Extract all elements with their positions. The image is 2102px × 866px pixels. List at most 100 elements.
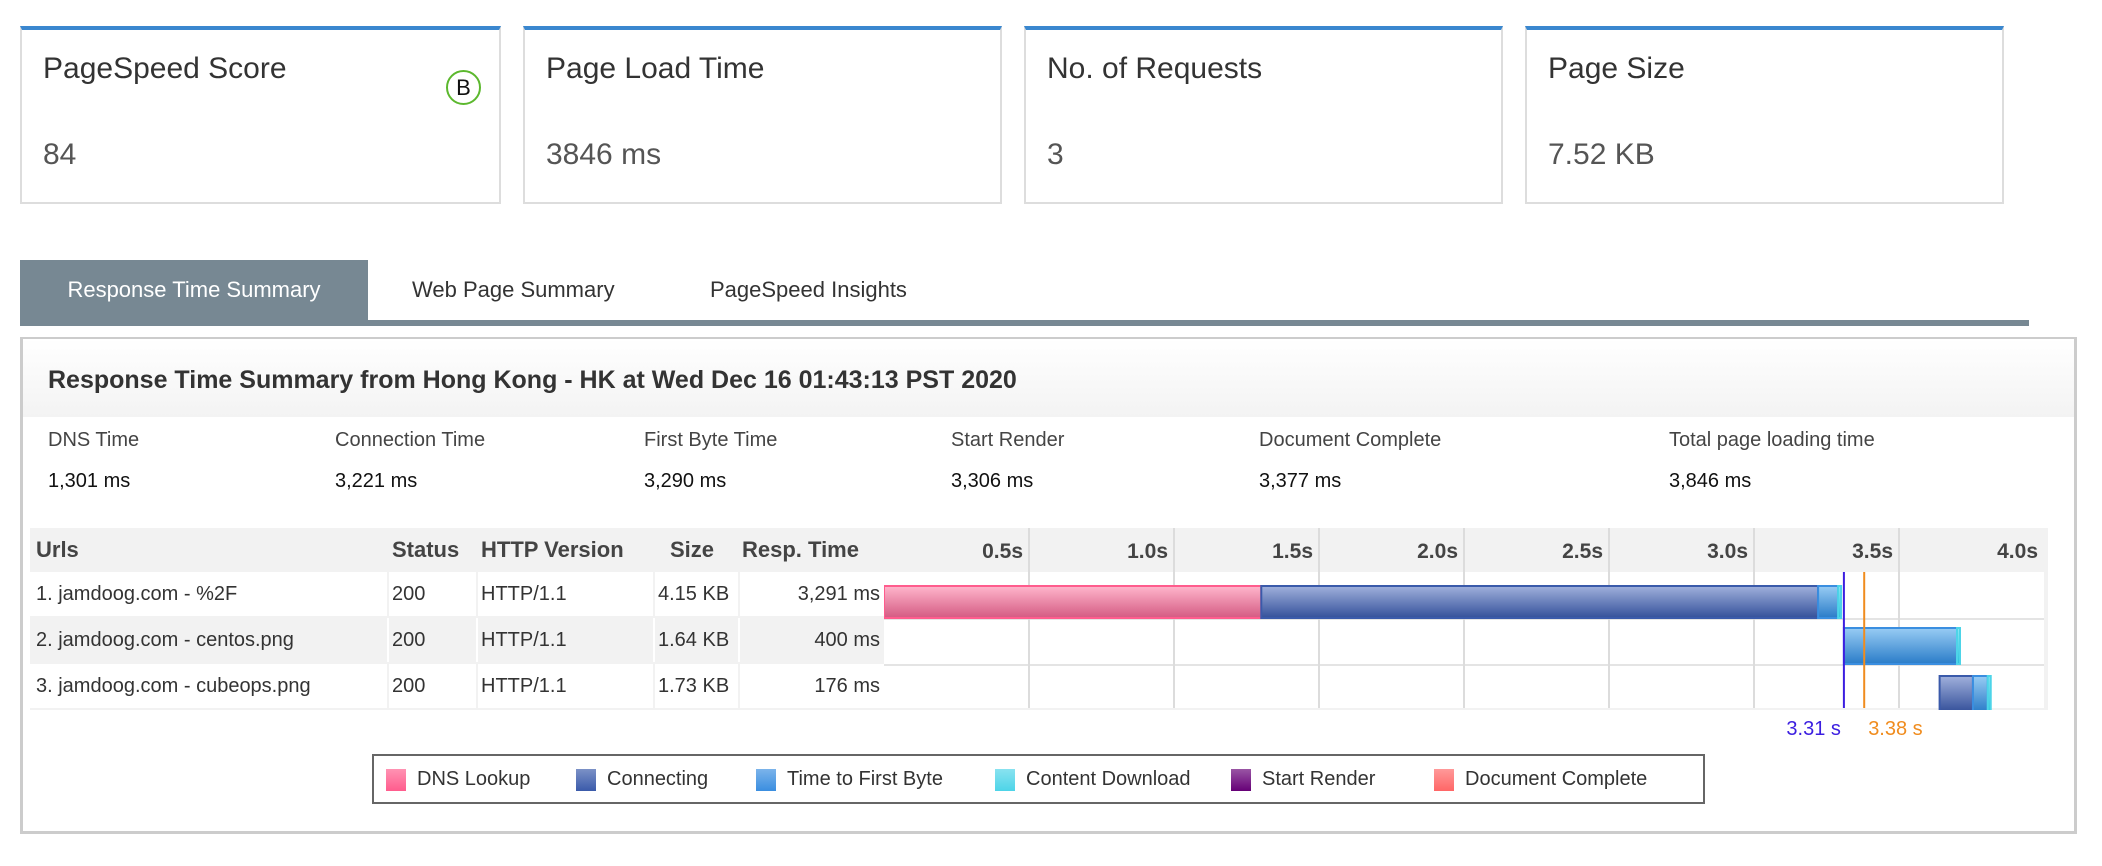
card-title: Page Load Time: [546, 52, 765, 85]
bar-connect: [1938, 675, 1974, 710]
cell-status: 200: [392, 629, 426, 651]
legend-item: Connecting: [576, 768, 708, 791]
metric-value: 1,301 ms: [48, 470, 131, 492]
bar-download: [1837, 585, 1843, 619]
panel-title: Response Time Summary from Hong Kong - H…: [48, 366, 1017, 394]
card-value: 3846 ms: [546, 138, 662, 171]
column-divider: [738, 572, 740, 616]
table-row: 3. jamdoog.com - cubeops.png 200 HTTP/1.1 1…: [30, 664, 884, 708]
panel-header: Response Time Summary from Hong Kong - H…: [23, 339, 2074, 417]
metric-dns-time: DNS Time 1,301 ms: [48, 429, 139, 493]
legend-swatch: [756, 768, 776, 791]
column-divider: [653, 664, 655, 708]
metric-value: 3,306 ms: [951, 470, 1034, 492]
legend-swatch: [576, 768, 596, 791]
metric-value: 3,377 ms: [1259, 470, 1342, 492]
cell-resp-time: 3,291 ms: [797, 583, 880, 605]
legend-label: Content Download: [1026, 768, 1191, 790]
metric-value: 3,290 ms: [644, 470, 727, 492]
document-complete-label: 3.38 s: [1868, 718, 1923, 740]
header-urls: Urls: [36, 537, 79, 562]
column-divider: [387, 664, 389, 708]
legend-item: Time to First Byte: [756, 768, 943, 791]
header-size: Size: [670, 537, 715, 562]
legend-swatch: [1231, 768, 1251, 791]
card-title: Page Size: [1548, 52, 1685, 85]
tab-web-page-summary[interactable]: Web Page Summary: [412, 277, 615, 302]
tick-label: 2.5s: [1562, 540, 1603, 563]
waterfall-chart: 0.5s 1.0s 1.5s 2.0s 2.5s 3.0s 3.5s 4.0s: [884, 528, 2044, 710]
metric-label: DNS Time: [48, 429, 140, 451]
metric-document-complete: Document Complete 3,377 ms: [1259, 429, 1441, 493]
bar-ttfb: [1817, 585, 1840, 619]
legend-swatch: [995, 768, 1015, 791]
metric-label: Connection Time: [335, 429, 486, 451]
start-render-label: 3.31 s: [1786, 718, 1841, 740]
chart-legend: DNS Lookup Connecting Time to First Byte Co…: [372, 754, 1705, 804]
column-divider: [653, 618, 655, 662]
header-status: Status: [392, 537, 460, 562]
tab-response-time-summary[interactable]: Response Time Summary: [20, 260, 368, 320]
card-title: PageSpeed Score: [43, 52, 287, 85]
cell-url: 2. jamdoog.com - centos.png: [36, 629, 294, 651]
cell-resp-time: 176 ms: [814, 675, 880, 697]
bar-download: [1986, 675, 1992, 710]
bar-ttfb: [1842, 627, 1959, 665]
column-divider: [476, 572, 478, 616]
metric-label: Document Complete: [1259, 429, 1442, 451]
bar-connect: [1260, 585, 1820, 619]
metric-start-render: Start Render 3,306 ms: [951, 429, 1064, 493]
column-divider: [387, 618, 389, 662]
page-size-card: Page Size 7.52 KB: [1525, 26, 2004, 204]
cell-resp-time: 400 ms: [814, 629, 880, 651]
card-value: 84: [43, 138, 77, 171]
metric-label: Total page loading time: [1669, 429, 1875, 451]
metric-total-loading-time: Total page loading time 3,846 ms: [1669, 429, 1875, 493]
column-divider: [653, 572, 655, 616]
legend-label: Start Render: [1262, 768, 1376, 790]
grade-badge: B: [446, 70, 481, 105]
pagespeed-score-card: PageSpeed Score B 84: [20, 26, 501, 204]
legend-label: Document Complete: [1465, 768, 1648, 790]
tick-label: 3.0s: [1707, 540, 1748, 563]
legend-item: Start Render: [1231, 768, 1375, 791]
column-divider: [738, 618, 740, 662]
tick-label: 4.0s: [1997, 540, 2038, 563]
card-value: 7.52 KB: [1548, 138, 1655, 171]
metric-connection-time: Connection Time 3,221 ms: [335, 429, 485, 493]
header-resp-time: Resp. Time: [742, 537, 859, 562]
tab-pagespeed-insights[interactable]: PageSpeed Insights: [710, 277, 907, 302]
cell-size: 1.73 KB: [658, 675, 730, 697]
metric-value: 3,846 ms: [1669, 470, 1752, 492]
table-row: 1. jamdoog.com - %2F 200 HTTP/1.1 4.15 KB 3,…: [30, 572, 884, 616]
cell-http-version: HTTP/1.1: [481, 583, 567, 605]
legend-label: DNS Lookup: [417, 768, 531, 790]
metric-label: Start Render: [951, 429, 1065, 451]
cell-status: 200: [392, 675, 426, 697]
column-divider: [387, 572, 389, 616]
tick-label: 0.5s: [982, 540, 1023, 563]
column-divider: [738, 664, 740, 708]
bar-download: [1956, 627, 1961, 665]
card-value: 3: [1047, 138, 1064, 171]
cell-status: 200: [392, 583, 426, 605]
tick-label: 2.0s: [1417, 540, 1458, 563]
table-row: 2. jamdoog.com - centos.png 200 HTTP/1.1 1.…: [30, 618, 884, 662]
legend-swatch: [386, 768, 406, 791]
tick-label: 1.5s: [1272, 540, 1313, 563]
legend-item: Content Download: [995, 768, 1191, 791]
cell-url: 1. jamdoog.com - %2F: [36, 583, 238, 605]
cell-http-version: HTTP/1.1: [481, 629, 567, 651]
cell-size: 4.15 KB: [658, 583, 730, 605]
card-title: No. of Requests: [1047, 52, 1263, 85]
requests-card: No. of Requests 3: [1024, 26, 1503, 204]
metric-label: First Byte Time: [644, 429, 778, 451]
legend-label: Connecting: [607, 768, 709, 790]
bar-dns: [884, 585, 1263, 619]
legend-swatch: [1434, 768, 1454, 791]
waterfall-table: Urls Status HTTP Version Size Resp. Time…: [30, 528, 2048, 710]
column-divider: [476, 664, 478, 708]
tick-label: 3.5s: [1852, 540, 1893, 563]
tab-underline: [20, 320, 2029, 326]
metric-first-byte-time: First Byte Time 3,290 ms: [644, 429, 777, 493]
